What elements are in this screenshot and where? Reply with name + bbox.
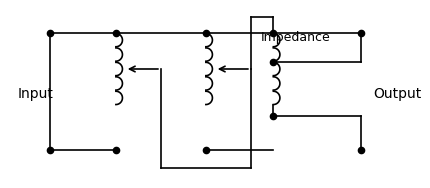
Text: Impedance: Impedance (261, 31, 331, 44)
Text: Output: Output (374, 87, 422, 101)
Text: Input: Input (18, 87, 54, 101)
